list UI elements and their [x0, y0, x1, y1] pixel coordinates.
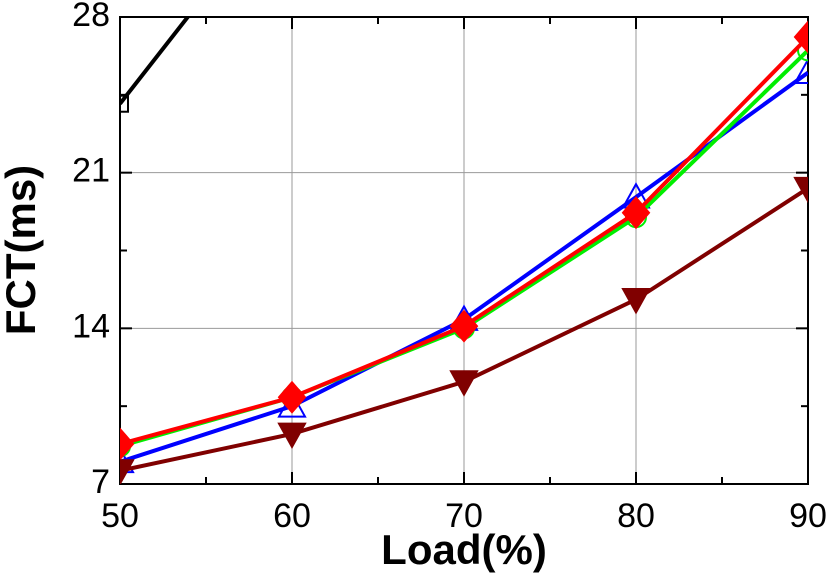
marker: [277, 422, 307, 450]
marker: [797, 39, 808, 62]
marker: [449, 370, 479, 397]
marker: [277, 380, 307, 414]
marker: [793, 176, 808, 204]
x-tick-label: 90: [789, 497, 827, 535]
marker: [621, 288, 651, 315]
y-tick-label: 21: [72, 152, 110, 190]
marker: [120, 459, 135, 484]
marker: [449, 309, 479, 343]
x-axis-label: Load(%): [381, 526, 547, 573]
marker: [793, 20, 808, 54]
x-tick-label: 80: [617, 497, 655, 535]
marker: [793, 57, 808, 84]
plot-frame: [119, 16, 809, 485]
y-axis-label: FCT(ms): [0, 165, 44, 335]
y-tick-label: 14: [72, 307, 110, 345]
plot-area: [120, 17, 808, 484]
marker: [621, 196, 651, 230]
series-line: [120, 17, 191, 105]
x-tick-label: 50: [101, 497, 139, 535]
x-tick-label: 60: [273, 497, 311, 535]
x-tick-label: 70: [445, 497, 483, 535]
y-tick-label: 7: [91, 463, 110, 501]
marker: [120, 94, 129, 113]
marker: [120, 427, 135, 461]
y-tick-label: 28: [72, 0, 110, 34]
